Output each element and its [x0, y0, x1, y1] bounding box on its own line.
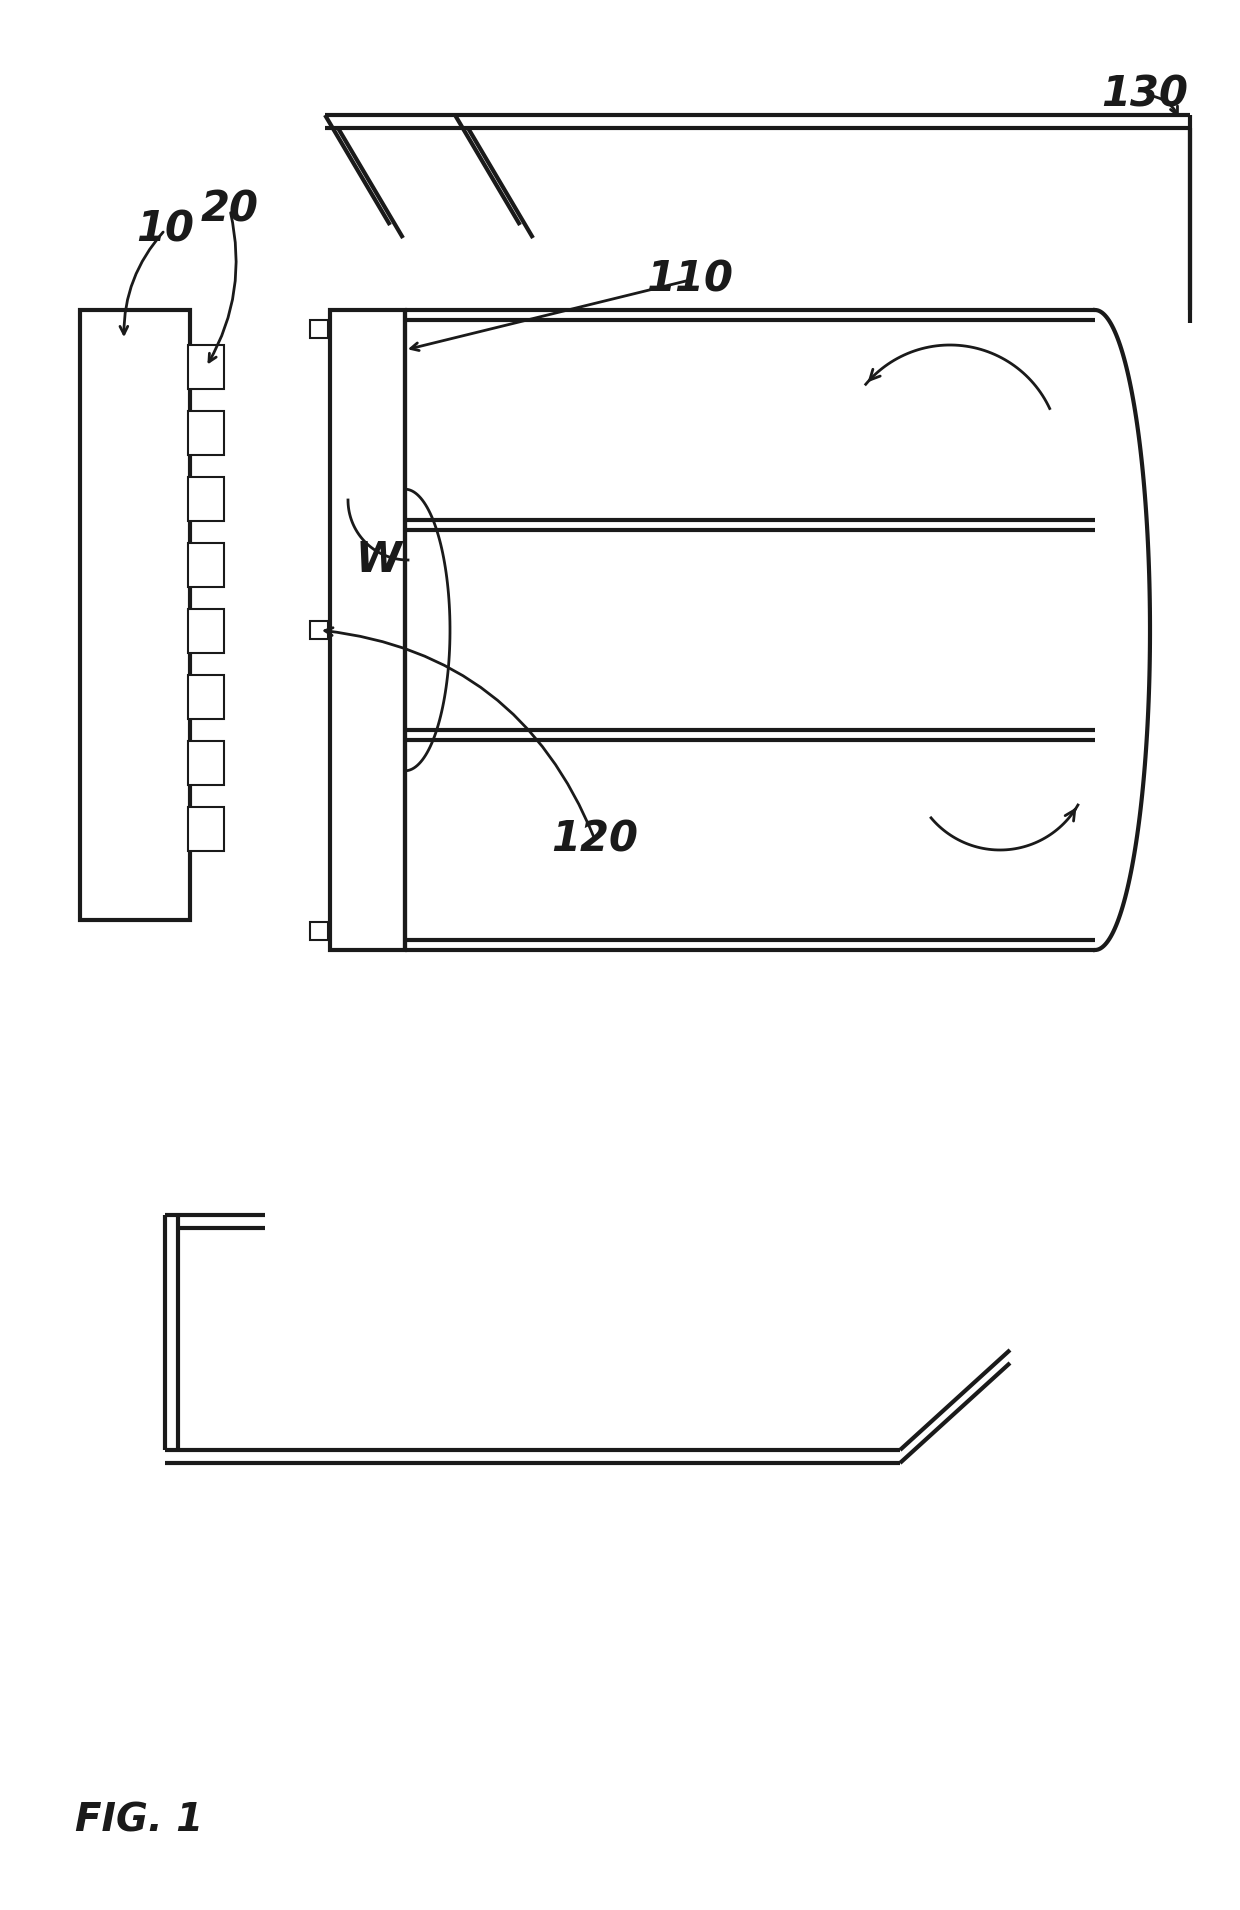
Bar — [188, 609, 224, 653]
Bar — [310, 923, 329, 940]
Bar — [188, 542, 224, 586]
Bar — [310, 321, 329, 338]
Text: 110: 110 — [646, 260, 734, 302]
Bar — [188, 674, 224, 718]
Text: 120: 120 — [552, 819, 639, 861]
Text: 20: 20 — [201, 189, 259, 231]
Text: W: W — [355, 539, 401, 581]
Bar — [81, 309, 190, 921]
Bar — [330, 309, 405, 949]
Bar — [310, 621, 329, 640]
Bar — [188, 478, 224, 521]
Text: 10: 10 — [136, 208, 193, 250]
Bar — [188, 346, 224, 390]
Bar — [188, 411, 224, 455]
Bar — [188, 808, 224, 852]
Text: 130: 130 — [1101, 74, 1188, 117]
Text: FIG. 1: FIG. 1 — [74, 1801, 203, 1839]
Bar — [188, 741, 224, 785]
